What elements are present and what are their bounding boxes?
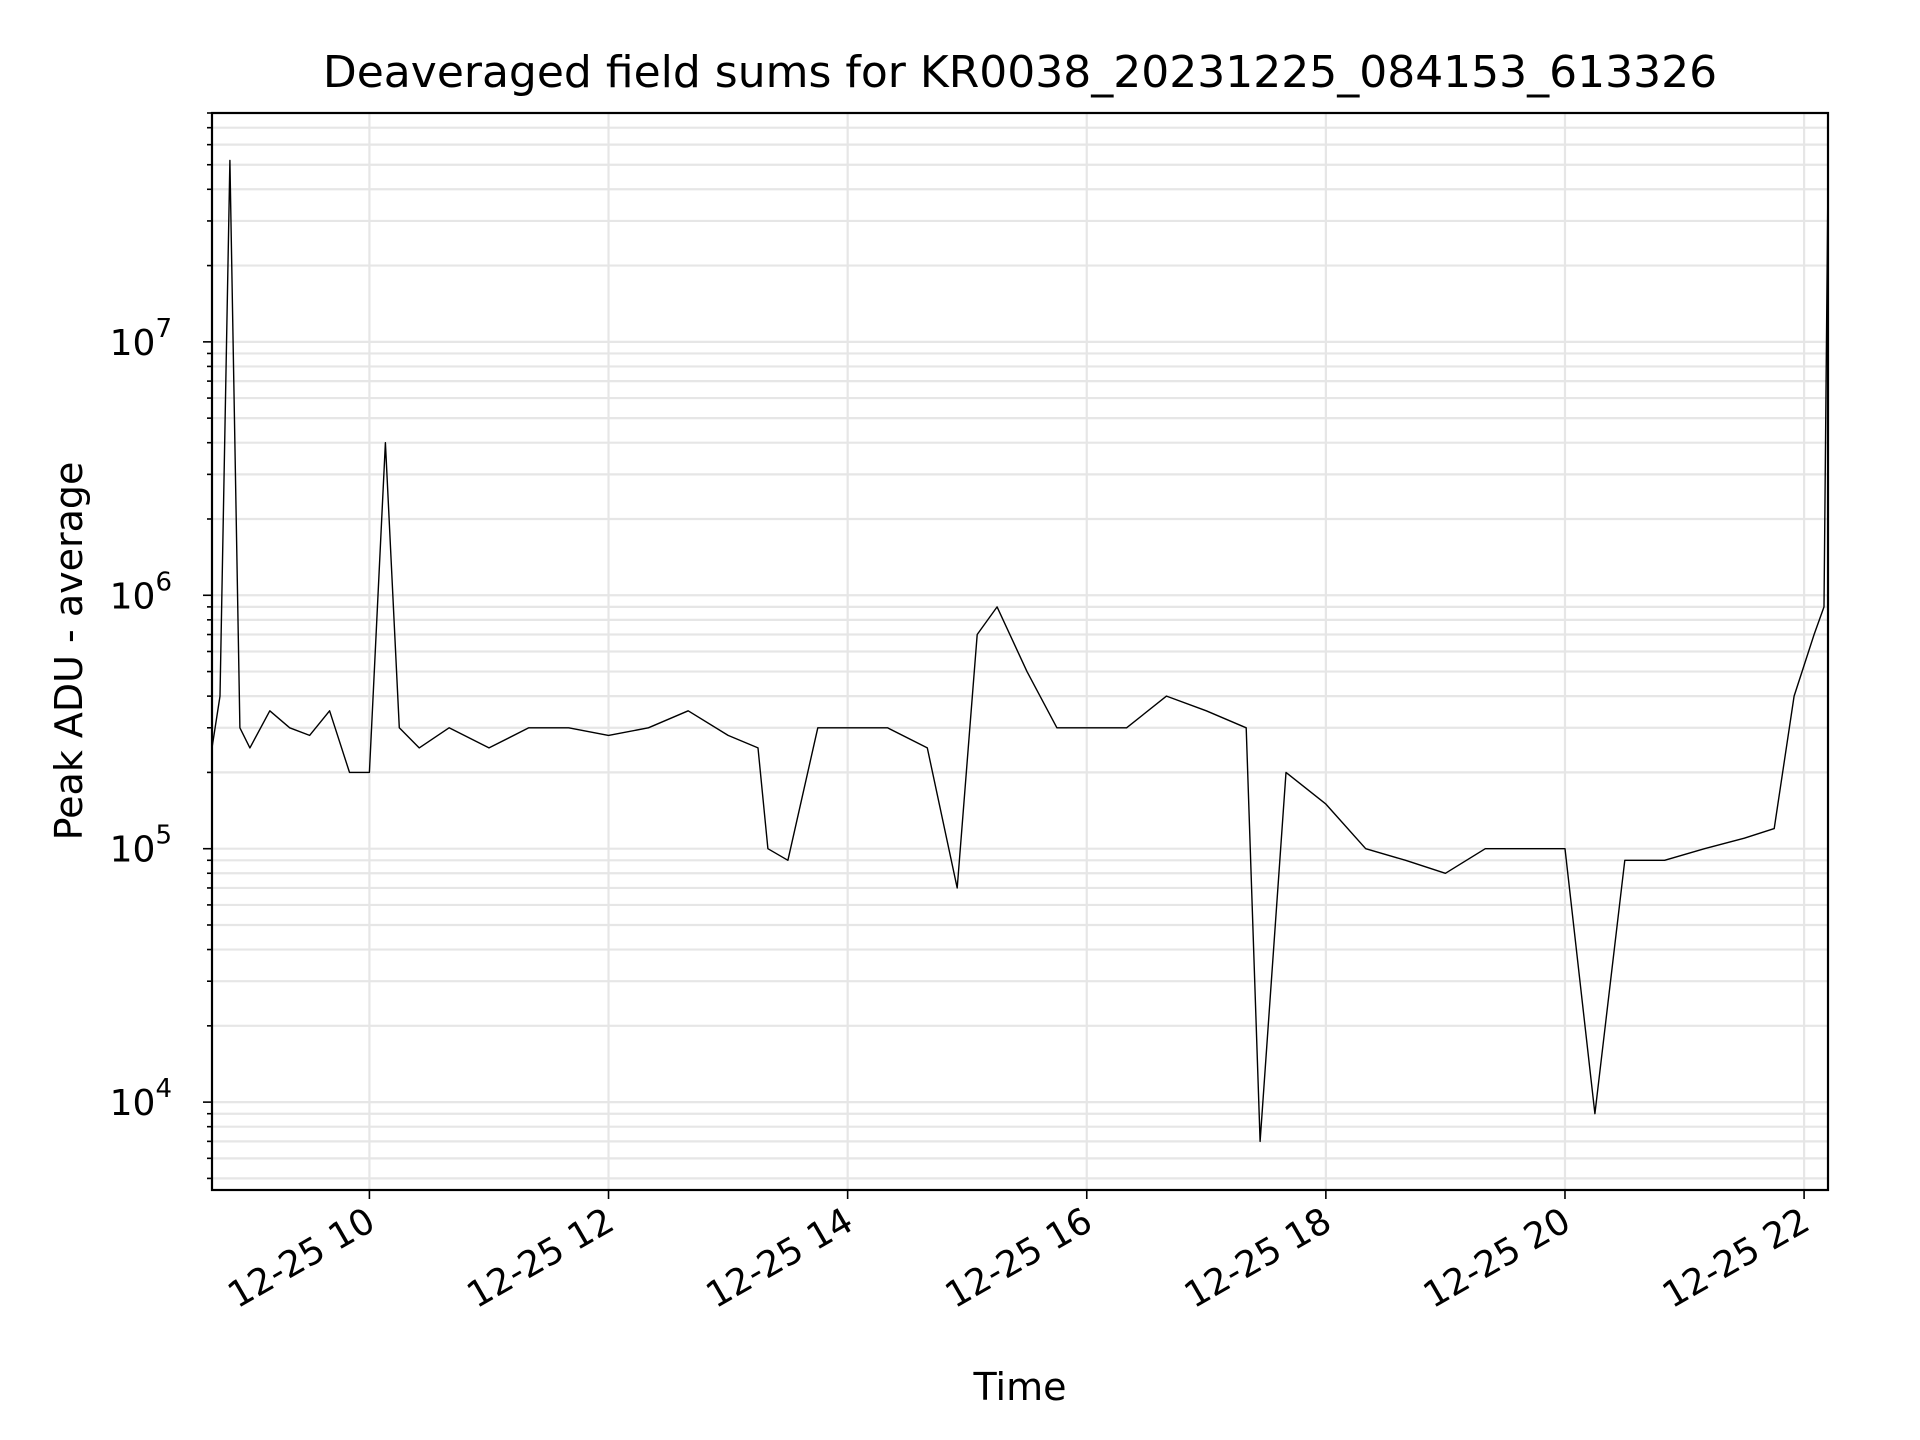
series-layer [211,159,1829,1143]
chart-title: Deaveraged field sums for KR0038_2023122… [323,47,1717,98]
x-axis-label: Time [973,1365,1067,1409]
y-axis-label: Peak ADU - average [47,462,91,841]
series-line [211,159,1829,1143]
